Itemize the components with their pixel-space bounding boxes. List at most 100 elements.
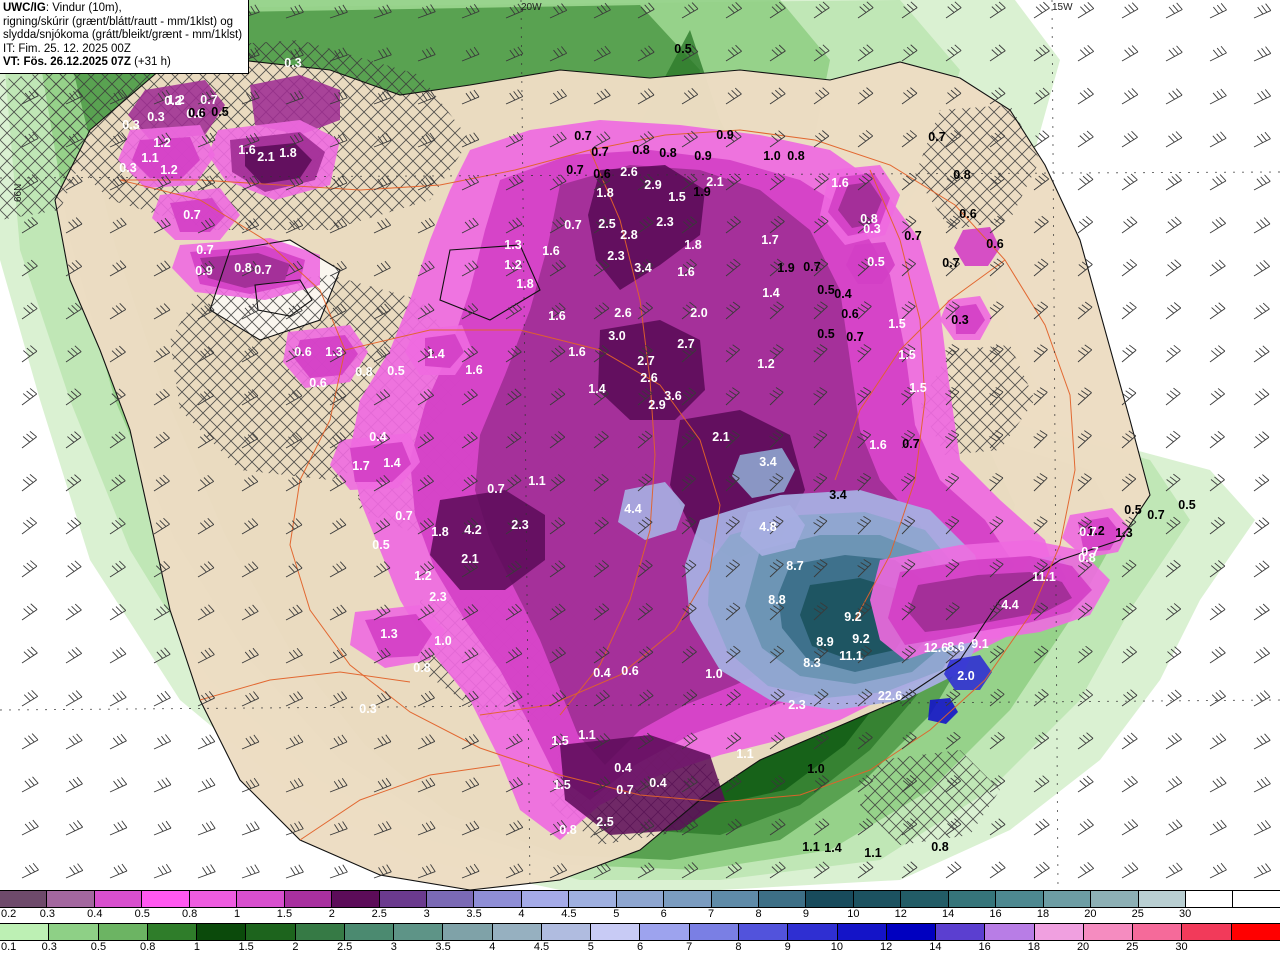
snow-swatch-14[interactable] — [664, 891, 712, 907]
precip-value-label: 0.7 — [1081, 544, 1099, 559]
precip-value-label: 11.1 — [839, 648, 863, 663]
rain-swatch-7[interactable] — [344, 924, 395, 940]
rain-swatch-3[interactable] — [147, 924, 198, 940]
snow-tick-10: 3.5 — [466, 908, 482, 920]
rain-swatch-4[interactable] — [197, 924, 247, 940]
valid-time-value: Fös. 26.12.2025 07Z — [23, 56, 131, 69]
rain-swatch-21[interactable] — [1034, 924, 1084, 940]
precip-value-label: 1.7 — [761, 232, 779, 247]
precip-value-label: 3.0 — [608, 328, 626, 343]
precip-value-label: 0.3 — [863, 221, 881, 236]
snow-swatch-21[interactable] — [996, 891, 1044, 907]
snow-swatch-23[interactable] — [1091, 891, 1139, 907]
snow-swatch-3[interactable] — [142, 891, 190, 907]
grid-label-15w-1: 15W — [1052, 2, 1073, 13]
rain-tick-4: 1 — [193, 941, 200, 953]
rain-swatch-5[interactable] — [246, 924, 296, 940]
snow-swatch-20[interactable] — [948, 891, 997, 907]
model-name: UWC/IG — [3, 2, 46, 14]
grid-label-20w-0: 20W — [521, 2, 542, 13]
rain-swatch-25[interactable] — [1231, 924, 1280, 940]
snow-ridge-southcoast — [870, 508, 1130, 660]
snow-swatch-4[interactable] — [189, 891, 238, 907]
rain-swatch-13[interactable] — [640, 924, 690, 940]
rain-tick-16: 9 — [784, 941, 791, 953]
rain-swatch-24[interactable] — [1182, 924, 1232, 940]
rain-swatch-19[interactable] — [936, 924, 986, 940]
snow-swatch-17[interactable] — [806, 891, 854, 907]
snow-swatch-5[interactable] — [237, 891, 285, 907]
rain-tick-6: 2 — [292, 941, 299, 953]
rain-swatch-16[interactable] — [788, 924, 838, 940]
rain-swatch-9[interactable] — [443, 924, 493, 940]
rain-swatch-1[interactable] — [49, 924, 99, 940]
rain-swatch-12[interactable] — [591, 924, 641, 940]
snow-swatch-22[interactable] — [1043, 891, 1092, 907]
rain-swatch-17[interactable] — [837, 924, 887, 940]
rain-swatch-6[interactable] — [295, 924, 345, 940]
rain-swatch-8[interactable] — [394, 924, 444, 940]
rain-swatch-0[interactable] — [0, 924, 50, 940]
precip-value-label: 0.7 — [564, 217, 582, 232]
snow-swatch-11[interactable] — [521, 891, 570, 907]
forecast-map[interactable]: UWC/IG: Vindur (10m), rigning/skúrir (gr… — [0, 0, 1280, 890]
rain-swatch-22[interactable] — [1083, 924, 1134, 940]
rain-colorbar[interactable]: 0.1 0.3 0.5 0.8 1 1.5 2 2.5 3 3.5 4 4.5 5 6 7 8 9 10 12 14 1… — [0, 923, 1280, 956]
snow-swatch-24[interactable] — [1138, 891, 1186, 907]
rain-swatch-2[interactable] — [98, 924, 148, 940]
rain-tick-14: 7 — [686, 941, 693, 953]
rain-swatch-10[interactable] — [492, 924, 542, 940]
precip-value-label: 2.3 — [429, 589, 447, 604]
rain-swatch-18[interactable] — [886, 924, 937, 940]
precip-value-label: 0.7 — [574, 128, 592, 143]
rain-tick-3: 0.8 — [140, 941, 156, 953]
precip-value-label: 2.5 — [598, 216, 616, 231]
snow-swatch-13[interactable] — [616, 891, 665, 907]
snow-swatch-2[interactable] — [94, 891, 143, 907]
precip-value-label: 0.5 — [372, 537, 390, 552]
rain-colorbar-swatches[interactable] — [0, 923, 1280, 941]
rain-swatch-11[interactable] — [541, 924, 592, 940]
snow-swatch-16[interactable] — [759, 891, 807, 907]
snow-swatch-0[interactable] — [0, 891, 48, 907]
grid-label-66n-2: 66N — [13, 183, 24, 202]
snow-swatch-19[interactable] — [901, 891, 949, 907]
snow-swatch-7[interactable] — [332, 891, 380, 907]
precip-value-label: 4.8 — [759, 519, 777, 534]
snow-colorbar-swatches[interactable] — [0, 890, 1280, 908]
rain-tick-12: 5 — [587, 941, 594, 953]
snow-swatch-10[interactable] — [474, 891, 522, 907]
precip-value-label: 0.9 — [694, 148, 712, 163]
snow-tick-5: 1 — [233, 908, 241, 920]
precip-value-label: 1.4 — [588, 381, 606, 396]
rain-swatch-23[interactable] — [1133, 924, 1183, 940]
precip-value-label: 2.8 — [620, 227, 638, 242]
snow-swatch-18[interactable] — [853, 891, 902, 907]
snow-swatch-9[interactable] — [426, 891, 475, 907]
snow-swatch-6[interactable] — [284, 891, 333, 907]
rain-tick-1: 0.3 — [41, 941, 57, 953]
rain-tick-17: 10 — [830, 941, 844, 953]
snow-swatch-1[interactable] — [47, 891, 95, 907]
precip-value-label: 8.9 — [816, 634, 834, 649]
rain-swatch-14[interactable] — [689, 924, 739, 940]
precip-value-label: 1.3 — [325, 344, 343, 359]
snow-tick-12: 4.5 — [561, 908, 577, 920]
snow-tick-14: 6 — [660, 908, 667, 920]
precip-value-label: 1.2 — [757, 356, 775, 371]
snow-swatch-25[interactable] — [1185, 891, 1234, 907]
precip-value-label: 1.5 — [553, 777, 571, 792]
snow-swatch-8[interactable] — [379, 891, 427, 907]
snow-swatch-15[interactable] — [711, 891, 759, 907]
rain-swatch-15[interactable] — [738, 924, 789, 940]
init-time-value: Fim. 25. 12. 2025 00Z — [18, 42, 131, 55]
snow-swatch-26[interactable] — [1233, 891, 1280, 907]
precip-value-label: 1.5 — [668, 189, 686, 204]
precip-value-label: 4.4 — [624, 501, 642, 516]
precip-value-label: 0.6 — [294, 344, 312, 359]
precip-value-label: 0.8 — [787, 148, 805, 163]
snow-swatch-12[interactable] — [569, 891, 617, 907]
snow-colorbar[interactable]: 0.2 0.3 0.4 0.5 0.8 1 1.5 2 2.5 3 3.5 4 4.5 5 6 7 8 9 10 12… — [0, 890, 1280, 923]
rain-swatch-20[interactable] — [985, 924, 1035, 940]
precip-value-label: 1.4 — [427, 346, 445, 361]
